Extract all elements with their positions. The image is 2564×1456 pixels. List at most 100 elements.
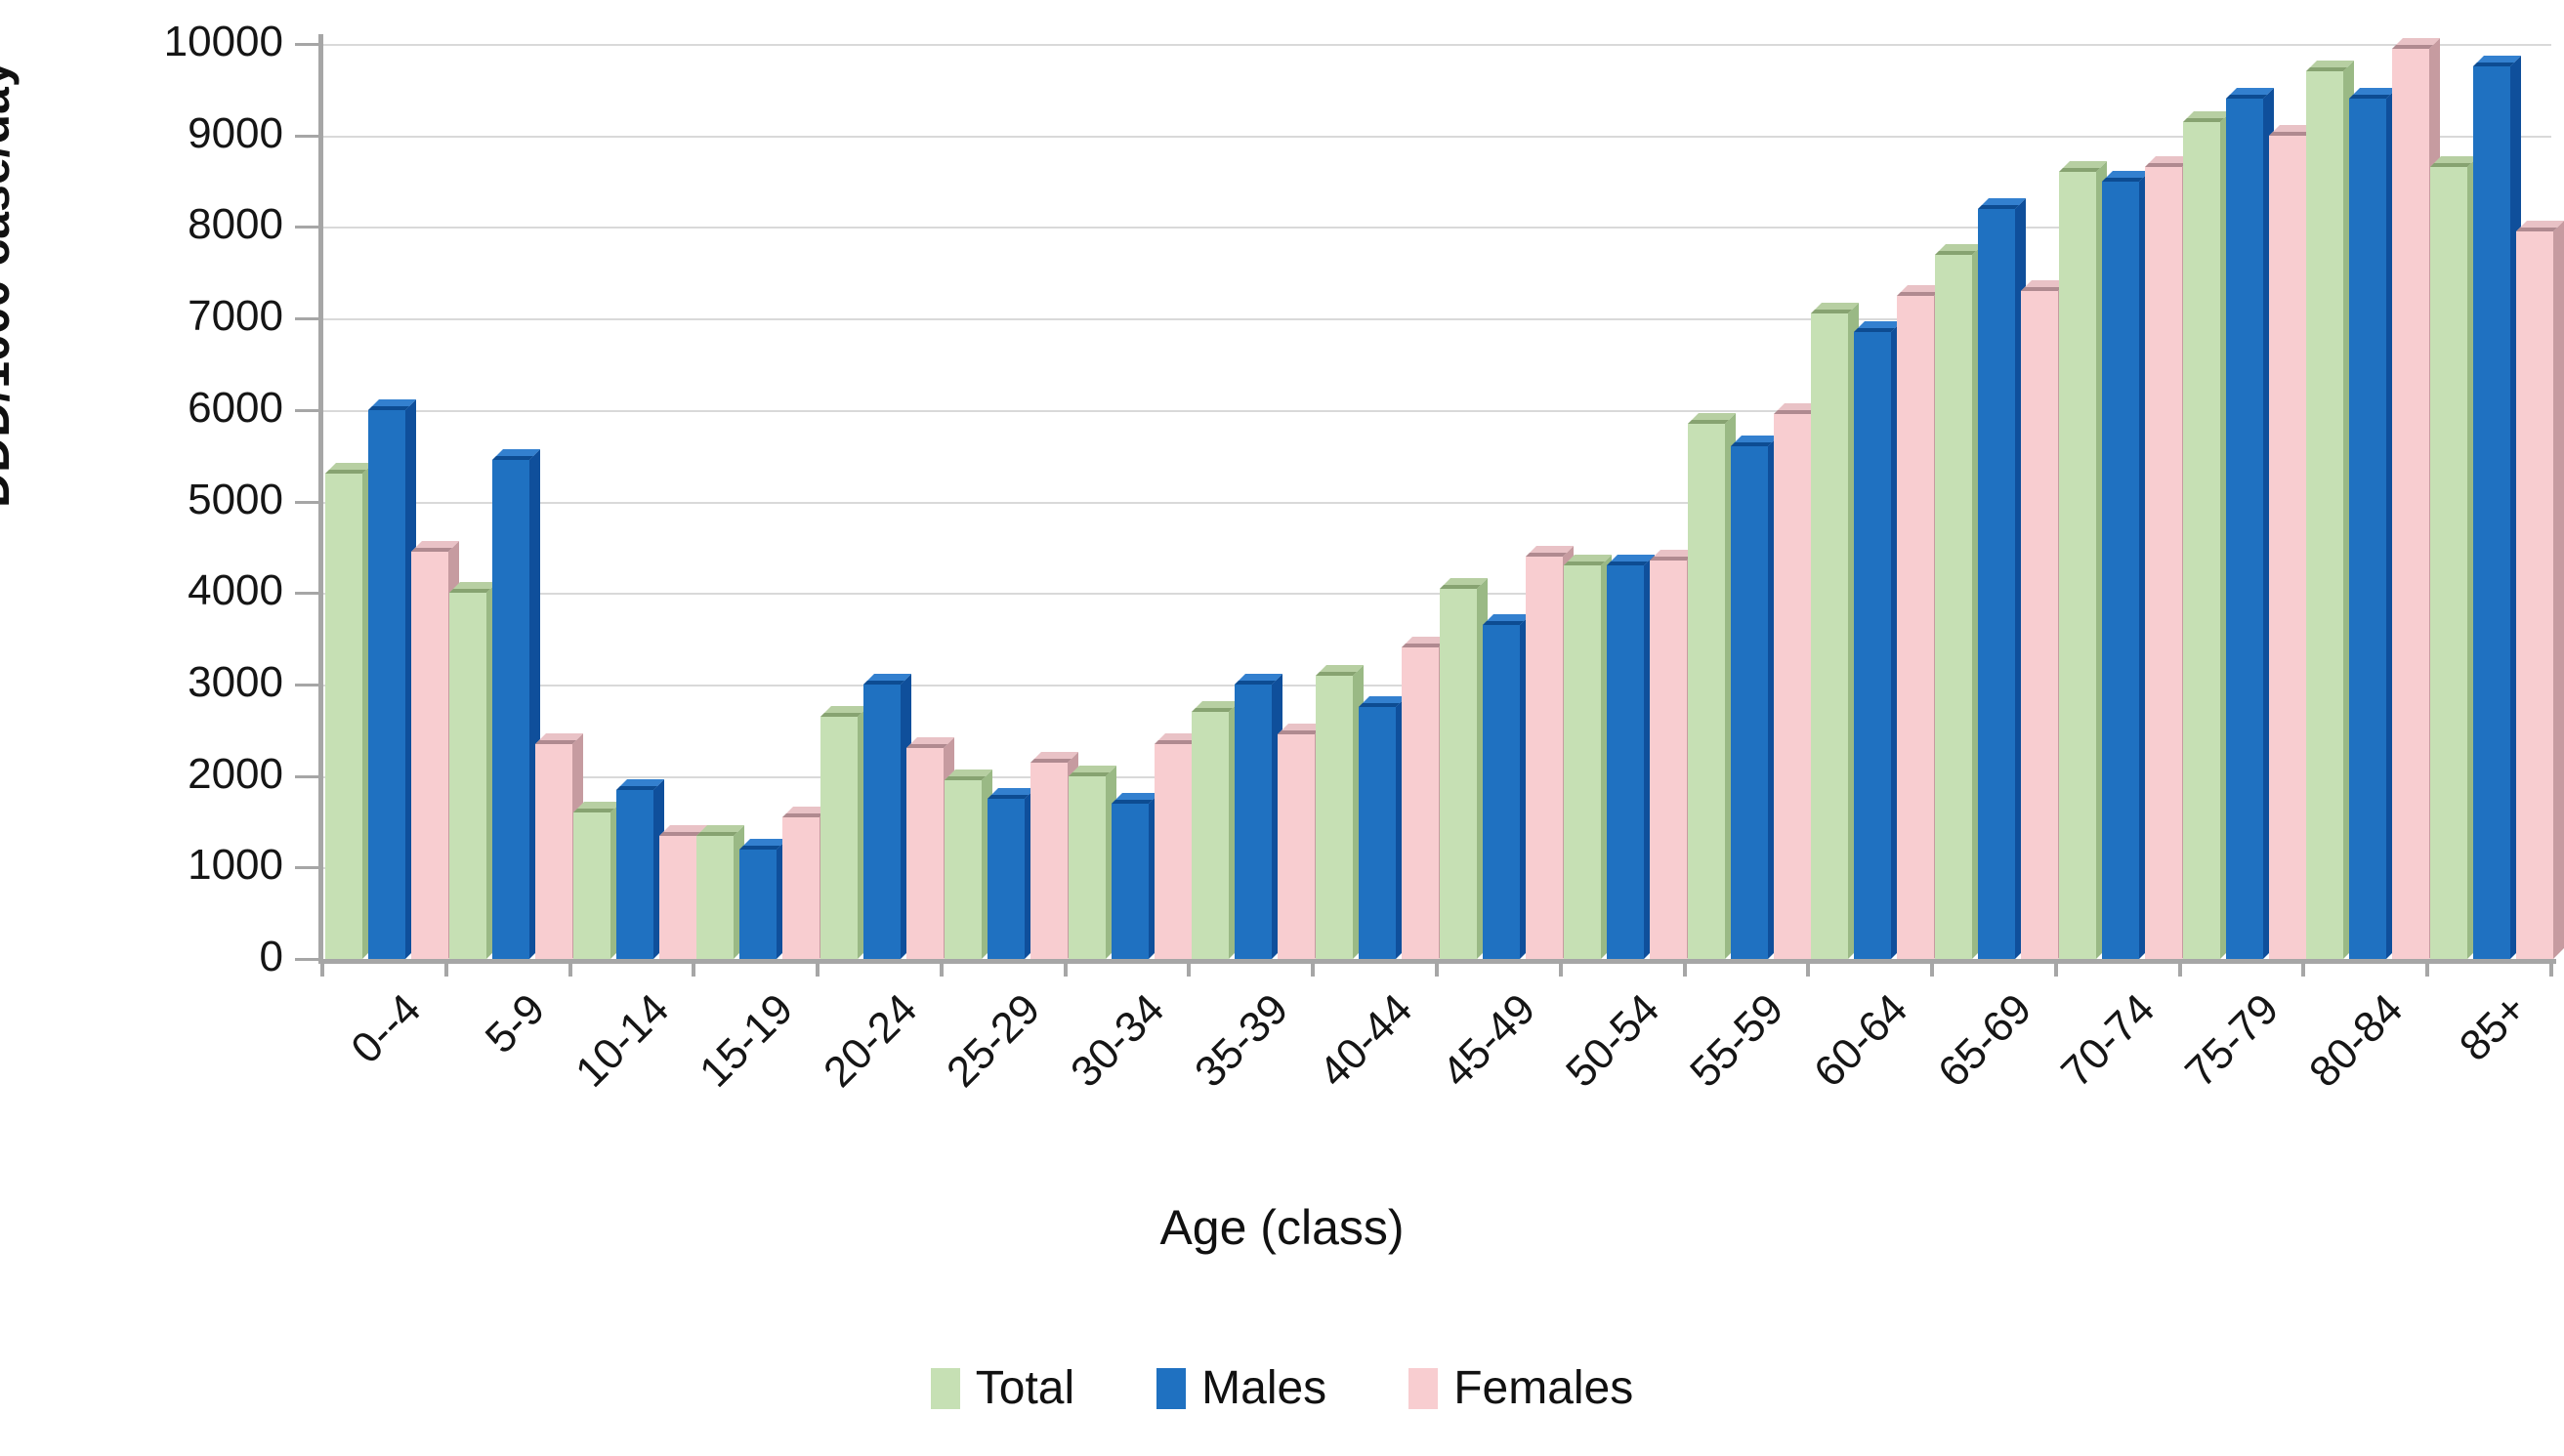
y-tick-7000 — [295, 317, 322, 321]
gridline-4000 — [322, 593, 2551, 596]
bar-face — [1650, 561, 1687, 959]
bar-face — [988, 799, 1025, 959]
bar-face — [1978, 209, 2015, 959]
bar-males-80-84 — [2349, 88, 2397, 959]
y-tick-label-7000: 7000 — [188, 292, 283, 341]
bar-total-30-34 — [1069, 766, 1116, 959]
bar-face — [739, 850, 777, 959]
bar-males-70-74 — [2102, 171, 2150, 959]
bar-males-5-9 — [492, 449, 540, 959]
bar-females-20-24 — [906, 737, 954, 959]
bar-face — [945, 780, 982, 959]
bar-face — [696, 836, 734, 959]
y-tick-0 — [295, 958, 322, 961]
bar-females-40-44 — [1402, 637, 1450, 959]
bar-face — [1402, 647, 1439, 959]
bar-face — [2145, 167, 2182, 959]
x-tick-18 — [2549, 961, 2553, 977]
bar-face — [1278, 734, 1315, 959]
y-tick-label-9000: 9000 — [188, 108, 283, 157]
legend-item-total: Total — [930, 1362, 1075, 1414]
x-tick-16 — [2301, 961, 2305, 977]
x-tick-11 — [1683, 961, 1687, 977]
bar-face — [1731, 446, 1768, 959]
y-tick-8000 — [295, 226, 322, 229]
legend-swatch-total — [930, 1368, 960, 1409]
bar-face — [411, 552, 448, 959]
bar-face — [659, 836, 696, 959]
bar-total-70-74 — [2059, 161, 2107, 959]
bar-face — [1359, 707, 1396, 959]
legend-swatch-females — [1408, 1368, 1439, 1409]
bar-face — [492, 460, 529, 959]
bar-males-65-69 — [1978, 198, 2026, 959]
bar-face — [1483, 625, 1520, 959]
bar-total-20-24 — [820, 706, 868, 959]
bar-face — [1688, 424, 1725, 959]
bar-females-45-49 — [1526, 546, 1574, 959]
bar-males-0--4 — [368, 399, 416, 959]
bar-face — [616, 790, 653, 959]
bar-face — [1607, 565, 1644, 959]
y-tick-label-1000: 1000 — [188, 841, 283, 890]
bar-males-55-59 — [1731, 436, 1779, 959]
bar-face — [1030, 763, 1068, 959]
gridline-7000 — [322, 318, 2551, 321]
bar-total-60-64 — [1811, 303, 1859, 959]
bar-females-75-79 — [2269, 125, 2317, 959]
bar-face — [325, 474, 362, 959]
x-tick-2 — [568, 961, 572, 977]
bar-total-80-84 — [2306, 61, 2354, 959]
bar-males-30-34 — [1112, 793, 1159, 959]
y-tick-5000 — [295, 500, 322, 504]
bar-males-10-14 — [616, 779, 664, 959]
bar-face — [1774, 414, 1811, 959]
y-tick-label-5000: 5000 — [188, 475, 283, 523]
bar-face — [1935, 255, 1972, 959]
y-tick-2000 — [295, 774, 322, 778]
bar-face — [449, 593, 486, 959]
bar-face — [906, 748, 944, 959]
bar-face — [1155, 744, 1192, 959]
bar-females-30-34 — [1155, 733, 1202, 959]
gridline-8000 — [322, 227, 2551, 229]
bar-side — [2553, 221, 2564, 959]
y-axis-title: DDD/1000 case/day — [0, 60, 20, 508]
bar-face — [1526, 557, 1563, 959]
bar-face — [863, 685, 901, 959]
gridline-6000 — [322, 409, 2551, 412]
legend-swatch-males — [1156, 1368, 1187, 1409]
bar-face — [1897, 296, 1934, 959]
bar-face — [2473, 66, 2510, 959]
bar-females-25-29 — [1030, 752, 1078, 959]
x-tick-5 — [940, 961, 944, 977]
bar-males-15-19 — [739, 839, 787, 959]
x-tick-15 — [2178, 961, 2182, 977]
legend-label-total: Total — [975, 1362, 1075, 1414]
bar-females-5-9 — [535, 733, 583, 959]
bar-total-0--4 — [325, 463, 373, 959]
bar-females-10-14 — [659, 825, 707, 959]
bar-face — [573, 812, 610, 959]
x-tick-10 — [1559, 961, 1563, 977]
bar-total-85+ — [2430, 156, 2478, 959]
x-tick-6 — [1064, 961, 1068, 977]
bar-females-65-69 — [2021, 280, 2069, 959]
bar-females-0--4 — [411, 541, 459, 959]
y-tick-10000 — [295, 43, 322, 46]
bar-face — [2516, 231, 2553, 959]
y-tick-label-4000: 4000 — [188, 566, 283, 615]
y-tick-9000 — [295, 134, 322, 138]
x-tick-3 — [692, 961, 695, 977]
y-tick-label-3000: 3000 — [188, 657, 283, 706]
bar-females-60-64 — [1897, 285, 1945, 959]
x-tick-14 — [2054, 961, 2058, 977]
bar-face — [2392, 49, 2429, 959]
bar-face — [1440, 589, 1477, 959]
bar-males-45-49 — [1483, 614, 1531, 959]
y-tick-label-8000: 8000 — [188, 200, 283, 249]
bar-males-25-29 — [988, 788, 1035, 959]
bar-males-35-39 — [1235, 674, 1282, 959]
bar-females-85+ — [2516, 221, 2564, 959]
